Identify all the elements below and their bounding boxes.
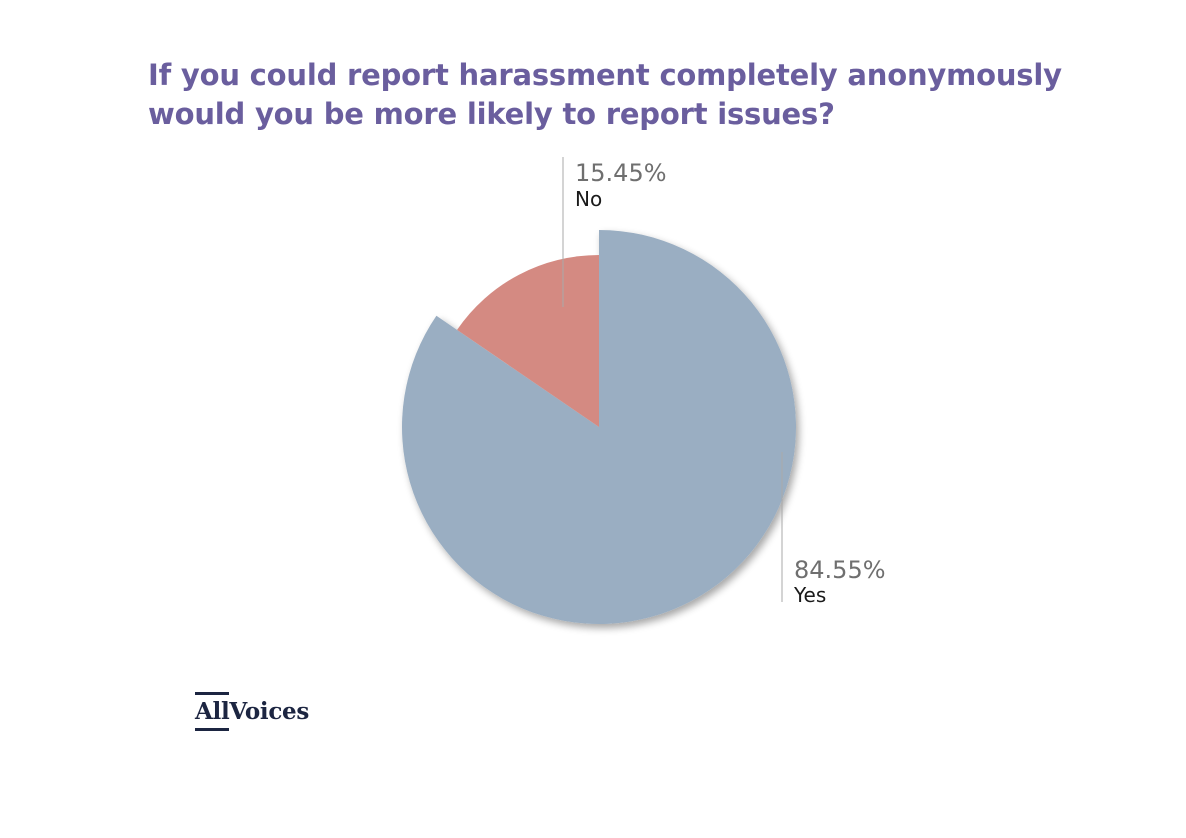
chart-title-line-2: would you be more likely to report issue… <box>148 97 835 131</box>
chart-title-line-1: If you could report harassment completel… <box>148 58 1062 92</box>
slice-category-label-no: No <box>575 187 602 211</box>
logo-voices: Voices <box>229 698 310 725</box>
logo-all: All <box>195 692 230 731</box>
pie-slice-no <box>457 255 599 427</box>
slice-labels: 84.55%Yes 15.45%No <box>575 159 886 607</box>
slice-value-label-yes: 84.55% <box>794 556 886 584</box>
allvoices-logo: AllVoices <box>195 692 309 732</box>
leader-lines <box>562 157 783 602</box>
pie-slices <box>402 230 796 624</box>
chart-title: If you could report harassment completel… <box>148 56 1148 134</box>
slice-value-label-no: 15.45% <box>575 159 667 187</box>
slice-category-label-yes: Yes <box>793 583 826 607</box>
